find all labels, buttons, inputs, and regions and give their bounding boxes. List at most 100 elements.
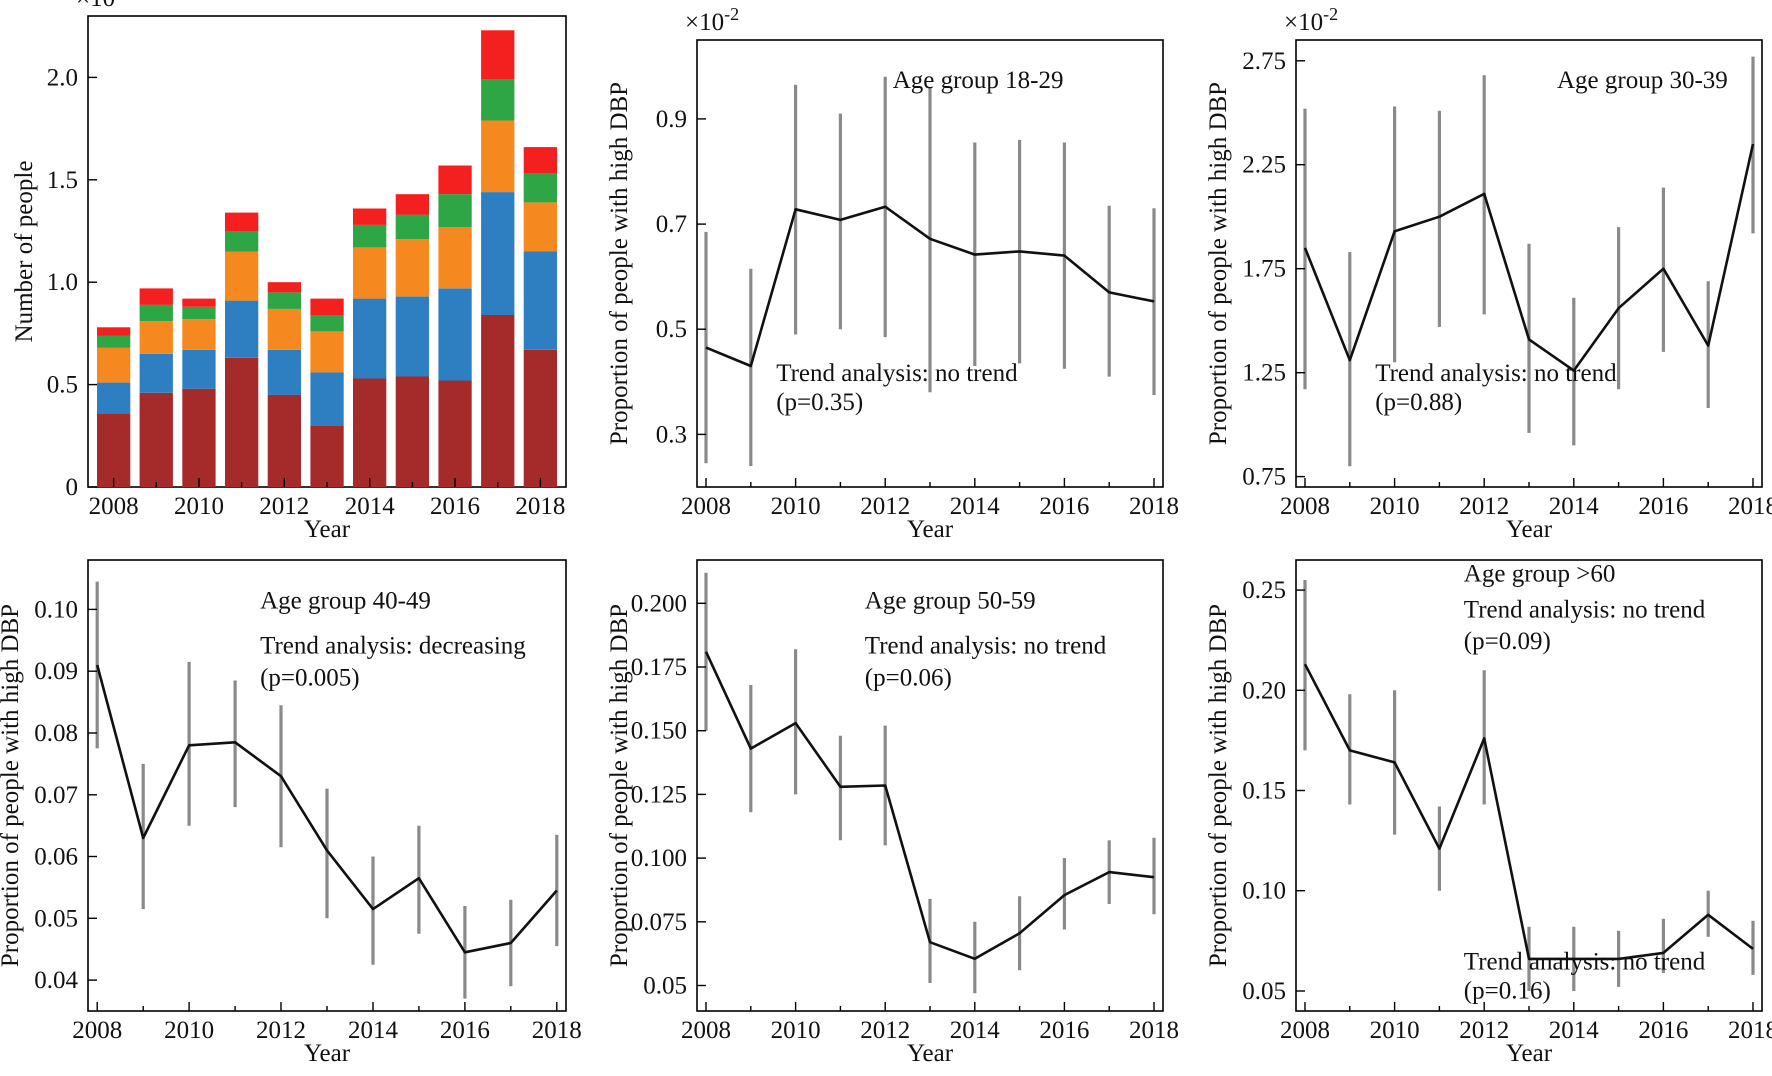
y-tick-label: 0.09: [34, 658, 78, 685]
x-tick-label: 2010: [771, 493, 821, 520]
x-tick-label: 2010: [1370, 493, 1420, 520]
bar-2011-segment-4: [225, 231, 259, 252]
x-tick-label: 2012: [256, 1017, 306, 1044]
x-tick-label: 2016: [430, 493, 480, 520]
bar-2016-segment-5: [438, 165, 472, 195]
bar-2008-segment-4: [97, 335, 131, 348]
bar-2018-segment-1: [523, 349, 557, 487]
x-tick-label: 2018: [1129, 1017, 1179, 1044]
bar-2017-segment-4: [481, 79, 515, 121]
y-axis-label: Proportion of people with high DBP: [606, 604, 633, 967]
panel-3: 0.75 1.25 1.75 2.25 2.75 2008 2010 2012 2014 2016…: [1205, 4, 1772, 543]
y-tick-label: 0.125: [631, 781, 687, 808]
bar-2013-segment-1: [310, 425, 344, 487]
x-tick-label: 2016: [1638, 1017, 1688, 1044]
y-tick-label: 0.15: [1242, 778, 1286, 805]
x-tick-label: 2010: [1370, 1017, 1420, 1044]
x-axis-label: Year: [1506, 516, 1553, 543]
x-tick-label: 2016: [1638, 493, 1688, 520]
x-tick-label: 2016: [1039, 1017, 1089, 1044]
y-tick-label: 0.10: [34, 596, 78, 623]
y-axis-label: Number of people: [11, 161, 38, 343]
y-tick-label: 1.25: [1242, 360, 1286, 387]
x-tick-label: 2010: [174, 493, 224, 520]
y-axis-label: Proportion of people with high DBP: [1205, 82, 1232, 445]
x-axis-label: Year: [304, 516, 351, 543]
y-tick-label: 0.05: [1242, 978, 1286, 1005]
bar-2012-segment-3: [267, 308, 301, 350]
bar-2018-segment-5: [523, 147, 557, 174]
annotation-text: Trend analysis: no trend: [865, 633, 1107, 660]
bar-2013-segment-2: [310, 372, 344, 426]
annotation-text: Trend analysis: no trend: [1464, 948, 1706, 975]
x-tick-label: 2014: [950, 1017, 1001, 1044]
x-tick-label: 2008: [1280, 1017, 1330, 1044]
annotation-text: (p=0.09): [1464, 628, 1551, 655]
series-line: [1303, 663, 1754, 961]
bar-2009-segment-1: [139, 392, 173, 487]
bar-2017-segment-2: [481, 192, 515, 315]
series-line: [705, 205, 1155, 368]
x-tick-label: 2012: [860, 1017, 910, 1044]
panel-2: 0.3 0.5 0.7 0.9 2008 2010 2012 2014 2016 2018 Year…: [606, 4, 1179, 543]
x-tick-label: 2008: [1280, 493, 1330, 520]
bar-2015-segment-3: [395, 239, 429, 297]
y-tick-label: 0.150: [631, 718, 687, 745]
bar-2009-segment-3: [139, 321, 173, 354]
annotation-text: (p=0.06): [865, 664, 952, 691]
annotation-text: (p=0.005): [260, 664, 360, 691]
bar-2015-segment-4: [395, 214, 429, 240]
y-axis-label: Proportion of people with high DBP: [1205, 604, 1232, 967]
y-tick-label: 0.04: [34, 967, 78, 994]
bar-2009-segment-2: [139, 353, 173, 393]
annotation-text: Age group 40-49: [260, 588, 431, 615]
x-axis-label: Year: [907, 516, 954, 543]
x-tick-label: 2012: [1459, 1017, 1509, 1044]
x-tick-label: 2014: [345, 493, 396, 520]
axis-multiplier-exponent: -2: [1323, 4, 1338, 24]
y-tick-label: 0.75: [1242, 464, 1286, 491]
x-tick-label: 2014: [1549, 493, 1600, 520]
y-tick-label: 0.05: [643, 973, 687, 1000]
x-tick-label: 2008: [89, 493, 139, 520]
bar-2012-segment-2: [267, 349, 301, 395]
x-tick-label: 2018: [532, 1017, 582, 1044]
bar-2011-segment-3: [225, 251, 259, 301]
y-tick-label: 0.06: [34, 844, 78, 871]
panel-6: 0.05 0.10 0.15 0.20 0.25 2008 2010 2012 2014 2016…: [1205, 559, 1772, 1067]
bar-2016-segment-4: [438, 194, 472, 227]
y-tick-label: 0.075: [631, 909, 687, 936]
annotation-text: Age group 50-59: [865, 588, 1036, 615]
bar-2016-segment-2: [438, 288, 472, 381]
bar-2014-segment-5: [353, 208, 387, 225]
y-tick-label: 0.10: [1242, 878, 1286, 905]
annotation-text: Trend analysis: no trend: [776, 360, 1018, 387]
bar-2011-segment-1: [225, 358, 259, 487]
bar-2009-segment-5: [139, 288, 173, 305]
bar-2018-segment-3: [523, 202, 557, 252]
bar-2012-segment-1: [267, 394, 301, 487]
y-tick-label: 2.0: [47, 64, 78, 91]
annotation-text: Age group >60: [1464, 561, 1616, 588]
bar-2010-segment-4: [182, 306, 216, 320]
y-tick-label: 0.20: [1242, 677, 1286, 704]
axis-multiplier: ×104: [76, 0, 124, 12]
panel-4: 0.04 0.05 0.06 0.07 0.08 0.09 0.10 2008 2010 2012…: [0, 559, 582, 1067]
bar-2013-segment-3: [310, 331, 344, 373]
bar-2016-segment-3: [438, 226, 472, 289]
y-tick-label: 0.175: [631, 654, 687, 681]
x-axis-label: Year: [1506, 1040, 1553, 1067]
x-tick-label: 2012: [860, 493, 910, 520]
annotation-text: (p=0.35): [776, 389, 863, 416]
x-tick-label: 2010: [771, 1017, 821, 1044]
y-tick-label: 0.5: [47, 372, 78, 399]
bar-2010-segment-5: [182, 298, 216, 307]
y-tick-label: 2.25: [1242, 152, 1286, 179]
y-axis-label: Proportion of people with high DBP: [0, 604, 24, 967]
x-tick-label: 2016: [440, 1017, 490, 1044]
bar-2014-segment-4: [353, 224, 387, 248]
annotation-text: Trend analysis: no trend: [1464, 597, 1706, 624]
annotation-text: Age group 18-29: [893, 67, 1064, 94]
